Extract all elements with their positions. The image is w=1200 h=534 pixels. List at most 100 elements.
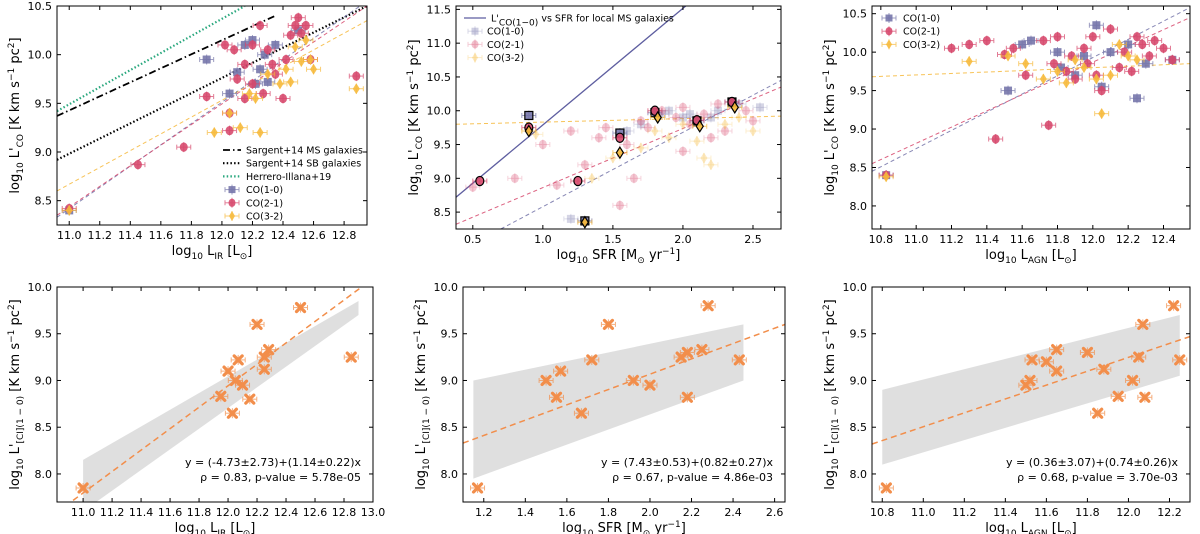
data-point-circle-errorbar <box>591 132 607 143</box>
regression-line <box>463 323 785 444</box>
data-point-square <box>225 89 234 98</box>
data-point-square <box>1124 40 1133 49</box>
reference-line <box>57 6 367 161</box>
fit-line <box>872 7 1190 172</box>
y-tick-label: 8.5 <box>35 195 53 208</box>
data-point-circle <box>1150 36 1159 46</box>
data-point-diamond <box>291 41 299 53</box>
data-point-circle <box>552 180 561 190</box>
x-tick-label: 2.5 <box>744 233 762 246</box>
data-point-circle <box>248 40 257 50</box>
chart-panel-top-middle: 0.5 1.0 1.5 2.0 2.5 8.5 9.0 9.5 10.0 10.5 11.0 11.5… <box>406 3 782 266</box>
data-point-square-errorbar <box>633 119 649 130</box>
legend-marker <box>471 40 479 49</box>
data-point-circle <box>615 200 624 210</box>
data-point-square <box>263 77 272 86</box>
data-point-ci <box>222 365 234 377</box>
data-point-ci <box>77 482 89 494</box>
legend-label: CO(1-0) <box>487 27 524 38</box>
x-tick-label: 12.2 <box>240 229 265 242</box>
data-point-circle-errorbar <box>675 146 691 157</box>
data-point-diamond <box>302 34 310 46</box>
data-point-ci <box>258 351 270 363</box>
data-point-circle <box>297 28 306 38</box>
y-tick-label: 9.0 <box>850 374 868 387</box>
x-tick-label: 11.4 <box>118 229 143 242</box>
x-tick-label: 1.6 <box>558 506 576 519</box>
data-point-diamond <box>1039 73 1047 85</box>
data-point-diamond <box>352 83 360 95</box>
data-point-square <box>1106 48 1115 57</box>
y-tick-label: 10.0 <box>427 105 452 118</box>
data-point-circle <box>1080 43 1088 53</box>
data-point-circle <box>699 109 708 119</box>
x-tick-label: 13.0 <box>361 506 386 519</box>
data-point-square <box>713 106 722 115</box>
y-tick-label: 10.0 <box>843 281 868 294</box>
data-point-circle-errorbar <box>598 122 614 133</box>
x-tick-label: 11.4 <box>129 506 154 519</box>
data-point-diamond-errorbar <box>731 112 747 123</box>
data-point-square <box>566 214 575 223</box>
legend-marker-errorbar <box>467 26 483 37</box>
data-point-diamond <box>310 63 318 75</box>
data-point-square <box>256 65 265 74</box>
x-tick-label: 11.8 <box>187 506 212 519</box>
data-point-circle <box>1088 32 1097 42</box>
data-point-ci <box>229 374 241 387</box>
data-point-ci <box>681 391 693 403</box>
data-point-circle <box>1159 43 1168 53</box>
fit-annotation: y = (-4.73±2.73)+(1.14±0.22)x <box>185 456 361 469</box>
data-point-circle <box>268 59 277 69</box>
data-point-diamond <box>679 118 687 130</box>
data-point-circle <box>1071 74 1080 84</box>
x-tick-label: 12.8 <box>332 229 357 242</box>
data-point-circle <box>352 71 361 81</box>
x-tick-label: 1.0 <box>534 233 552 246</box>
data-point-circle-errorbar <box>535 139 551 150</box>
x-tick-label: 11.6 <box>1034 506 1059 519</box>
data-point-circle-errorbar <box>633 115 649 126</box>
y-tick-label: 11.0 <box>427 37 452 50</box>
data-point-square <box>1057 63 1066 72</box>
data-point-diamond-errorbar <box>745 126 761 137</box>
chart-panel-bottom-right: 10.8 11.0 11.2 11.4 11.6 11.8 12.0 12.2 8.0 8.5 9.… <box>822 281 1191 534</box>
data-point-diamond-errorbar <box>675 119 691 130</box>
data-point-diamond <box>245 88 253 100</box>
y-tick-label: 9.0 <box>850 123 868 136</box>
x-tick-label: 11.8 <box>179 229 204 242</box>
data-point-diamond-errorbar <box>661 132 677 143</box>
data-point-diamond <box>1133 54 1141 66</box>
data-point-ci <box>1137 318 1149 330</box>
y-tick-label: 9.5 <box>434 139 452 152</box>
data-point-circle <box>720 126 729 136</box>
data-point-circle <box>1021 70 1030 80</box>
y-tick-label: 10.0 <box>843 46 868 59</box>
data-point-circle <box>291 20 300 31</box>
legend-marker <box>472 52 478 63</box>
y-tick-label: 9.5 <box>35 328 53 341</box>
data-point-ci <box>575 407 588 419</box>
data-point-diamond <box>707 159 715 171</box>
reference-line <box>57 6 246 113</box>
data-point-circle <box>220 40 229 50</box>
data-point-circle-errorbar <box>738 105 754 116</box>
data-point-square <box>260 50 269 59</box>
data-point-diamond <box>210 127 218 139</box>
data-point-diamond <box>588 172 596 184</box>
data-point-diamond <box>721 118 729 130</box>
data-point-circle <box>636 116 645 126</box>
data-point-circle-errorbar <box>549 180 565 191</box>
data-point-circle <box>1053 32 1062 42</box>
data-point-ci <box>586 354 598 366</box>
data-point-diamond <box>256 127 264 139</box>
data-point-ci <box>258 363 270 375</box>
data-point-square <box>233 68 242 77</box>
data-point-square <box>1053 48 1062 57</box>
data-point-square <box>524 110 534 121</box>
data-point-ci <box>627 374 639 387</box>
plot-area <box>456 6 781 229</box>
legend-marker <box>885 14 893 22</box>
data-point-circle <box>615 132 625 143</box>
x-axis-label: log10 LAGN [L⊙] <box>985 248 1076 266</box>
